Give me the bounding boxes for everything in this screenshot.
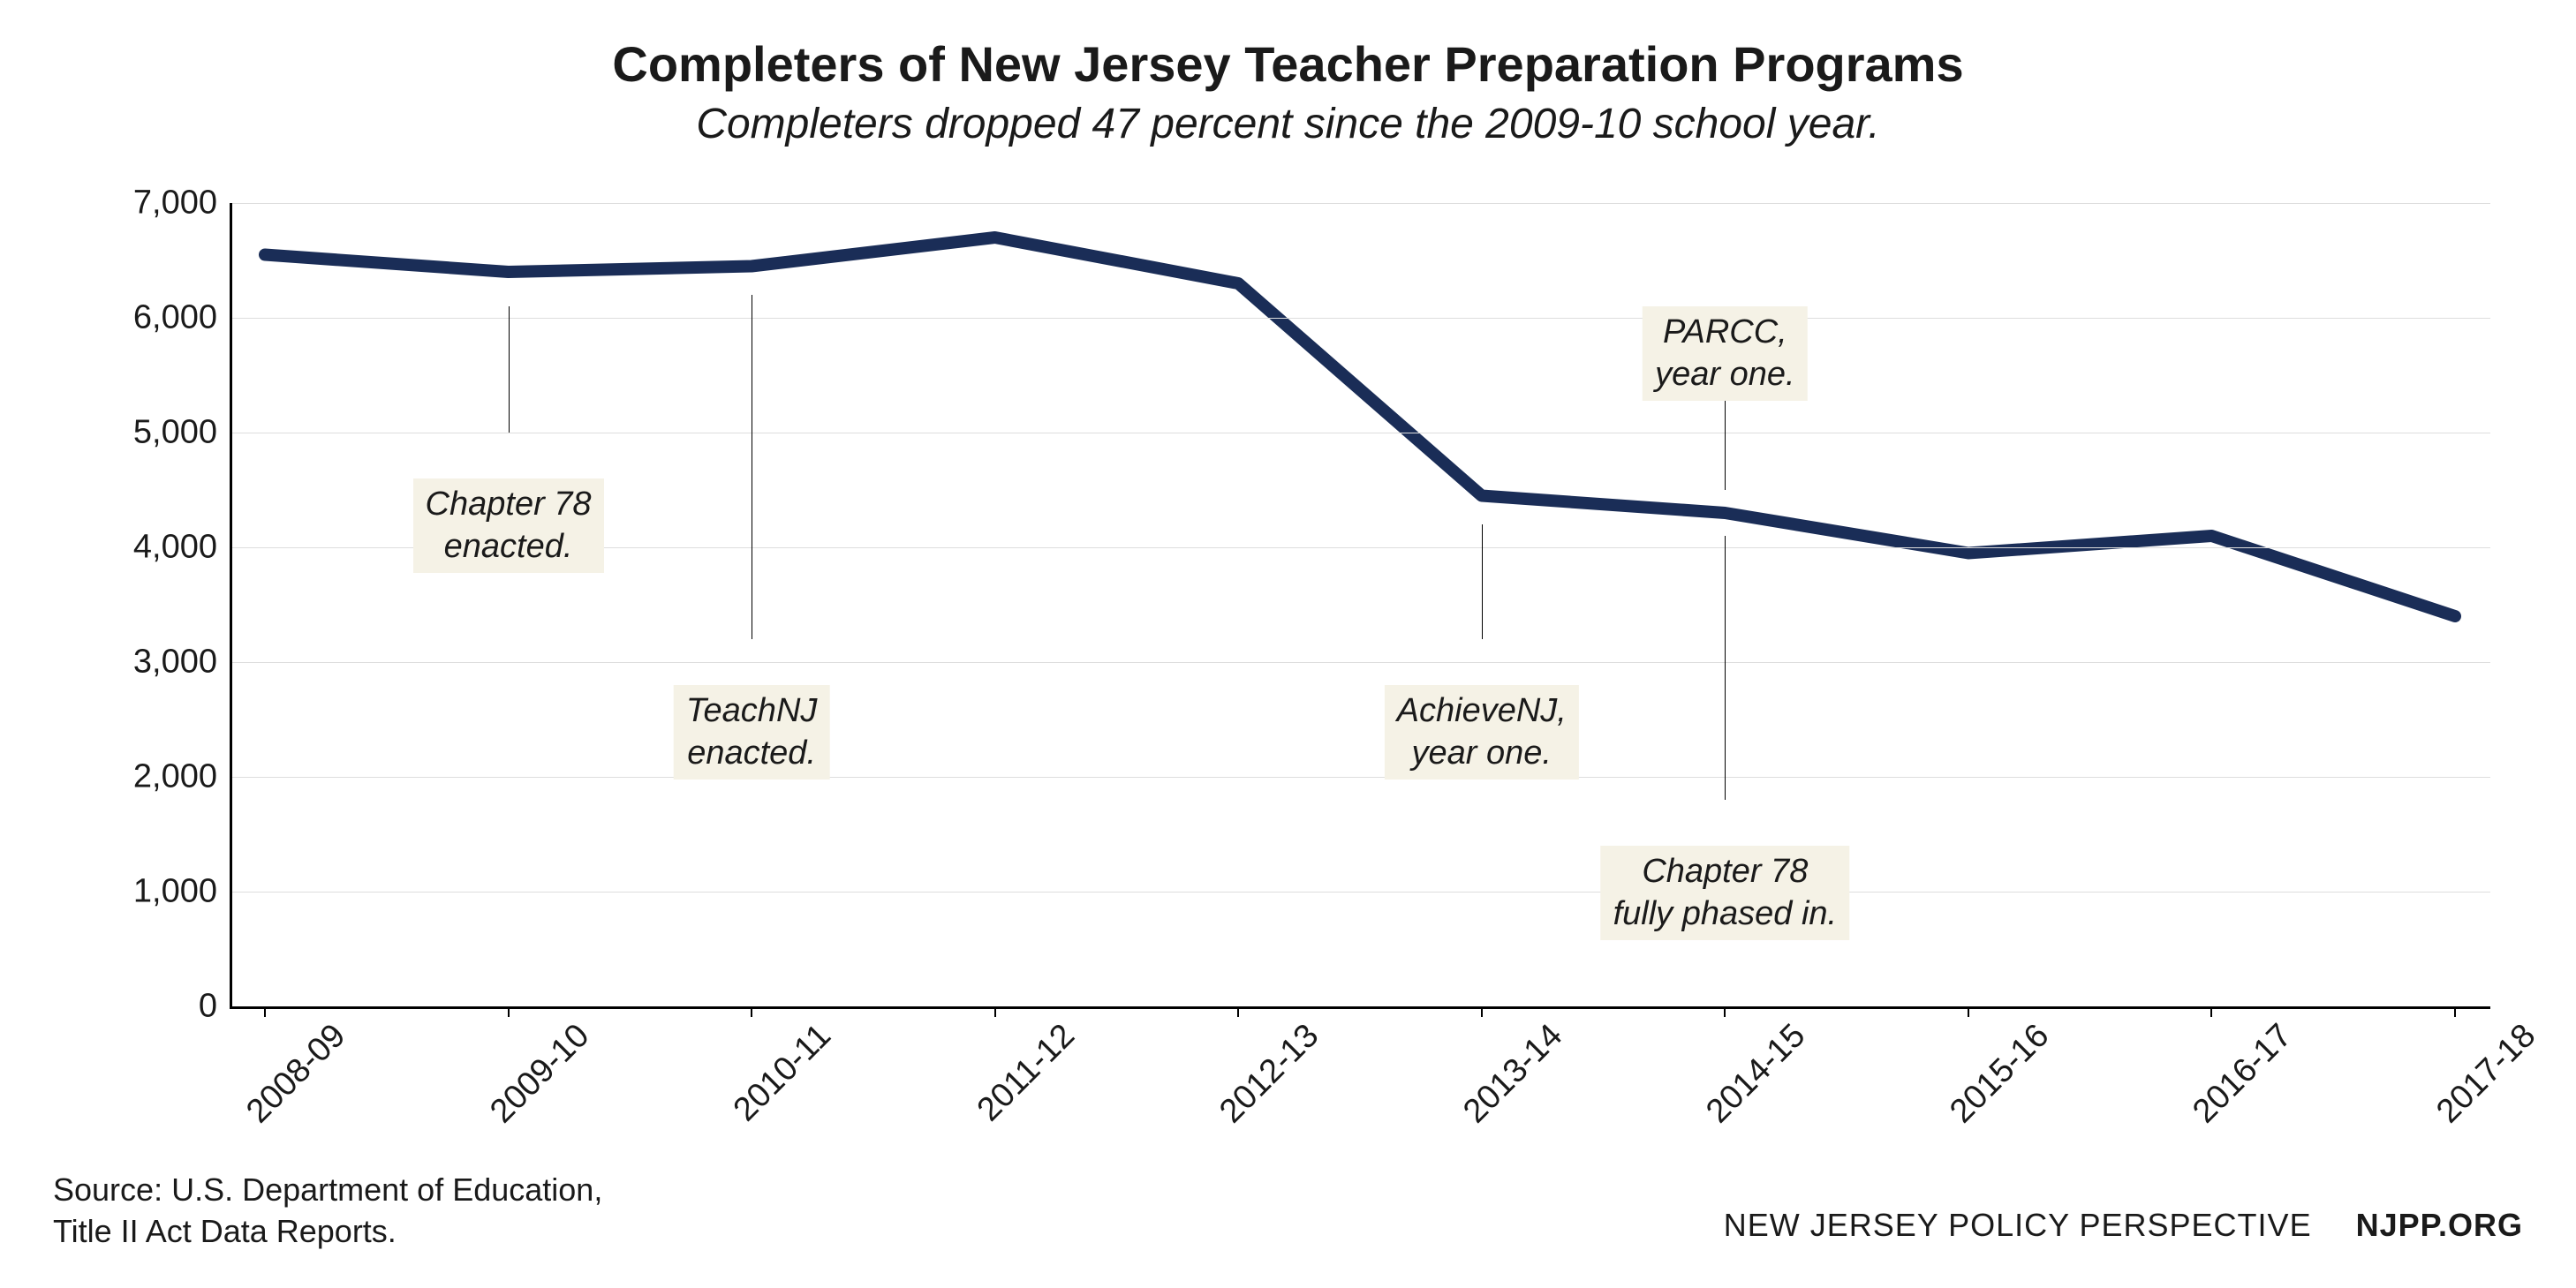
- y-tick-label: 5,000: [133, 414, 217, 452]
- x-tick-label: 2008-09: [239, 1017, 353, 1131]
- y-tick-label: 7,000: [133, 185, 217, 222]
- annotation-line: [509, 306, 510, 433]
- annotation-label: AchieveNJ,year one.: [1385, 685, 1579, 780]
- gridline: [230, 662, 2490, 663]
- y-tick-label: 3,000: [133, 644, 217, 682]
- x-tick-mark: [751, 1006, 752, 1017]
- x-tick-label: 2014-15: [1699, 1017, 1813, 1131]
- y-tick-label: 2,000: [133, 758, 217, 796]
- gridline: [230, 777, 2490, 778]
- x-tick-mark: [1968, 1006, 1969, 1017]
- chart-title: Completers of New Jersey Teacher Prepara…: [53, 35, 2523, 93]
- chart-container: Completers of New Jersey Teacher Prepara…: [0, 0, 2576, 1288]
- source-text: Source: U.S. Department of Education,Tit…: [53, 1170, 602, 1253]
- y-tick-label: 4,000: [133, 529, 217, 567]
- x-tick-label: 2011-12: [970, 1017, 1082, 1129]
- x-tick-label: 2009-10: [483, 1017, 597, 1131]
- plot-area: 01,0002,0003,0004,0005,0006,0007,0002008…: [230, 203, 2490, 1006]
- x-tick-mark: [1237, 1006, 1239, 1017]
- x-tick-mark: [508, 1006, 510, 1017]
- attribution: NEW JERSEY POLICY PERSPECTIVE NJPP.ORG: [1724, 1207, 2523, 1244]
- x-tick-mark: [994, 1006, 996, 1017]
- gridline: [230, 203, 2490, 204]
- x-tick-label: 2017-18: [2429, 1017, 2543, 1131]
- x-tick-label: 2010-11: [727, 1017, 839, 1129]
- attribution-site: NJPP.ORG: [2356, 1207, 2523, 1243]
- y-tick-label: 0: [199, 988, 217, 1026]
- annotation-line: [1482, 524, 1483, 639]
- annotation-line: [1725, 536, 1726, 800]
- x-tick-mark: [264, 1006, 266, 1017]
- gridline: [230, 318, 2490, 319]
- x-tick-label: 2016-17: [2187, 1017, 2300, 1131]
- y-axis: [230, 203, 232, 1006]
- x-tick-mark: [1724, 1006, 1726, 1017]
- annotation-label: TeachNJenacted.: [674, 685, 830, 780]
- y-tick-label: 6,000: [133, 299, 217, 337]
- chart-subtitle: Completers dropped 47 percent since the …: [53, 100, 2523, 148]
- x-axis: [230, 1006, 2490, 1009]
- annotation-label: Chapter 78enacted.: [413, 478, 604, 573]
- x-tick-mark: [2454, 1006, 2456, 1017]
- annotation-label: Chapter 78fully phased in.: [1601, 846, 1850, 940]
- annotation-label: PARCC,year one.: [1643, 306, 1807, 401]
- x-tick-label: 2015-16: [1943, 1017, 2057, 1131]
- attribution-org: NEW JERSEY POLICY PERSPECTIVE: [1724, 1207, 2312, 1243]
- line-series: [230, 203, 2490, 1006]
- gridline: [230, 892, 2490, 893]
- y-tick-label: 1,000: [133, 873, 217, 911]
- x-tick-mark: [1481, 1006, 1483, 1017]
- x-tick-mark: [2210, 1006, 2212, 1017]
- x-tick-label: 2012-13: [1212, 1017, 1326, 1131]
- x-tick-label: 2013-14: [1456, 1017, 1570, 1131]
